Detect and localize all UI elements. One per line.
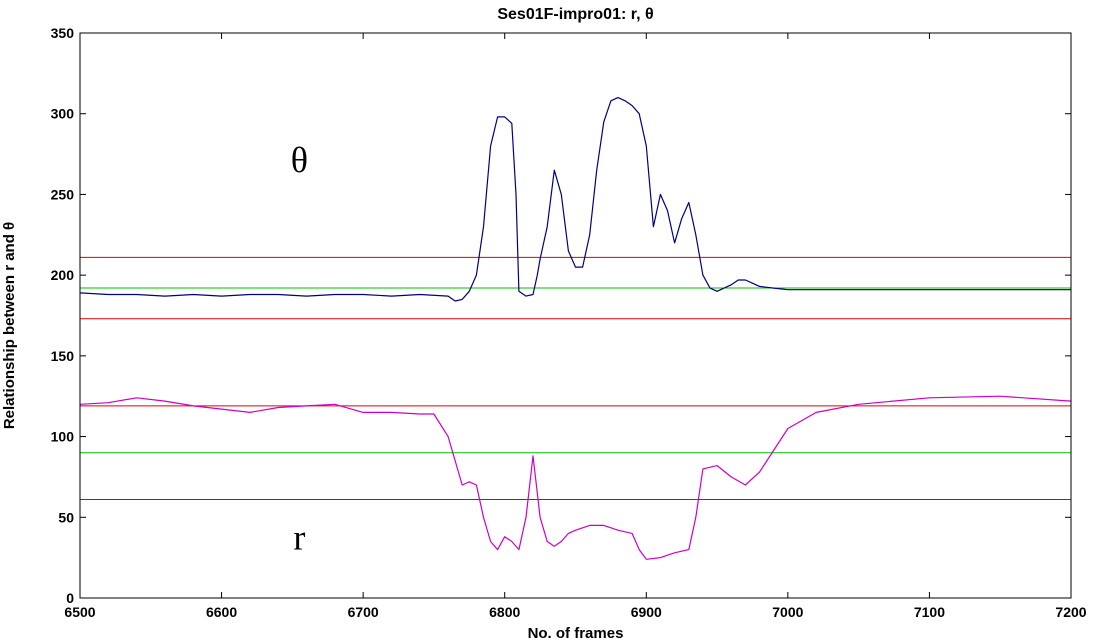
y-axis-label: Relationship between r and θ xyxy=(1,222,18,429)
y-tick-label: 300 xyxy=(51,106,75,122)
x-axis: 6500 6600 6700 6800 6900 7000 7100 7200 xyxy=(64,33,1087,620)
y-tick-label: 50 xyxy=(58,509,74,525)
chart-title: Ses01F-impro01: r, θ xyxy=(497,6,653,23)
series-line-1 xyxy=(79,395,1072,560)
annotation-0: θ xyxy=(291,140,308,180)
plot-frame xyxy=(79,32,1072,599)
x-tick-label: 6700 xyxy=(348,604,379,620)
annotation-1: r xyxy=(293,518,305,558)
y-tick-label: 350 xyxy=(51,25,75,41)
x-tick-label: 7100 xyxy=(914,604,945,620)
x-tick-label: 7200 xyxy=(1055,604,1086,620)
x-tick-label: 6600 xyxy=(206,604,237,620)
y-tick-label: 250 xyxy=(51,186,75,202)
series-line-0 xyxy=(79,96,1071,302)
y-tick-label: 150 xyxy=(51,348,75,364)
y-tick-label: 100 xyxy=(51,429,75,445)
x-tick-label: 6500 xyxy=(64,604,95,620)
y-axis: 0 50 100 150 200 250 300 350 xyxy=(51,25,1071,606)
annotations: θr xyxy=(291,140,308,558)
y-tick-label: 200 xyxy=(51,267,75,283)
x-tick-label: 6800 xyxy=(489,604,520,620)
x-axis-label: No. of frames xyxy=(528,625,624,642)
y-tick-label: 0 xyxy=(66,590,74,606)
x-tick-label: 6900 xyxy=(631,604,662,620)
x-tick-label: 7000 xyxy=(772,604,803,620)
reference-lines xyxy=(80,256,1071,501)
series-group xyxy=(79,96,1072,560)
